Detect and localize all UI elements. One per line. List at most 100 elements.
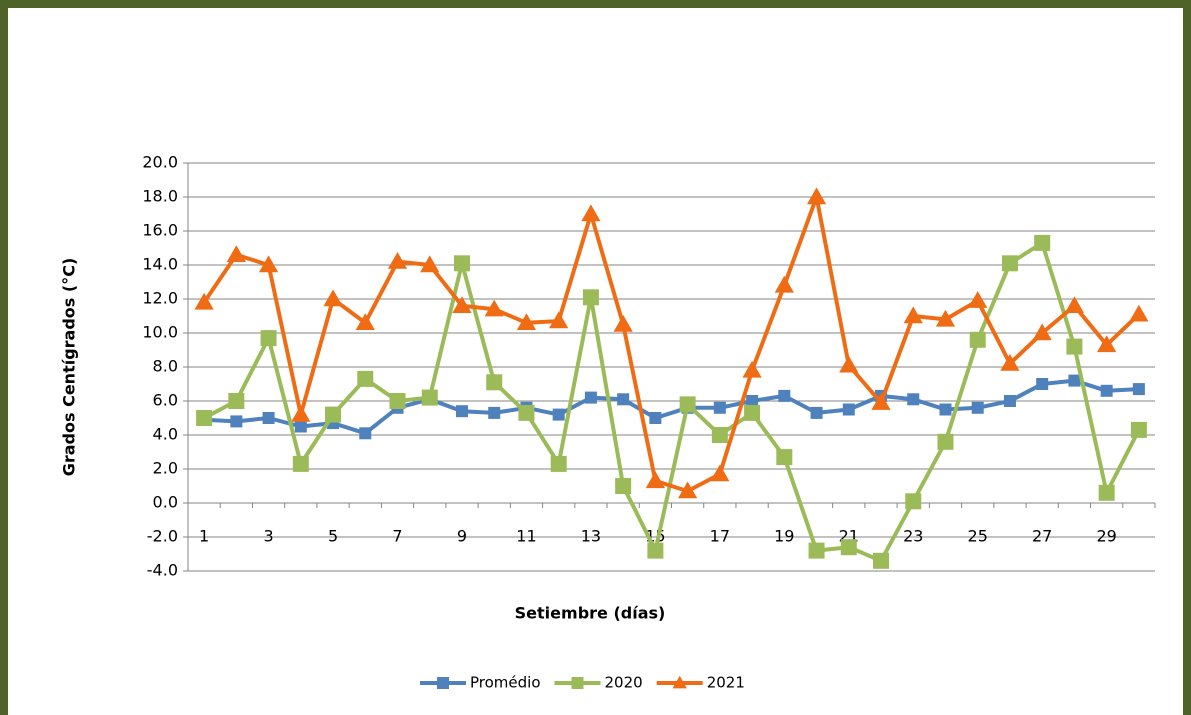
y-tick-label: -2.0 [147, 527, 178, 546]
marker [613, 314, 633, 332]
marker [935, 309, 956, 327]
marker [230, 415, 243, 428]
marker [840, 539, 857, 556]
marker [437, 677, 449, 689]
y-tick-label: 0.0 [153, 493, 178, 512]
marker [1036, 378, 1049, 390]
y-tick-label: 10.0 [142, 323, 178, 342]
marker [549, 311, 569, 329]
x-tick-label: 9 [457, 527, 467, 546]
y-tick-label: 6.0 [153, 391, 178, 410]
x-axis-title: Setiembre (días) [515, 604, 666, 623]
marker [196, 410, 213, 426]
y-tick-label: 2.0 [153, 459, 178, 478]
marker [488, 406, 501, 419]
marker [1000, 354, 1020, 371]
marker [452, 296, 472, 313]
marker [711, 427, 728, 443]
marker [939, 403, 952, 416]
marker [808, 542, 825, 559]
marker [292, 455, 309, 472]
marker [842, 403, 855, 416]
marker [262, 412, 275, 424]
marker [582, 289, 599, 306]
marker [615, 478, 632, 494]
marker [194, 292, 214, 310]
x-tick-label: 17 [710, 527, 730, 546]
marker [746, 395, 759, 407]
marker [484, 299, 504, 317]
x-tick-label: 7 [392, 527, 402, 546]
marker [617, 393, 630, 406]
marker [742, 360, 762, 378]
x-tick-label: 5 [328, 527, 338, 546]
marker [325, 406, 342, 423]
x-tick-label: 13 [581, 527, 601, 546]
marker [455, 405, 468, 418]
marker [323, 289, 343, 307]
marker [810, 406, 823, 419]
marker [518, 404, 535, 421]
marker [971, 401, 984, 414]
marker [839, 355, 859, 373]
series [196, 234, 1147, 569]
marker [1132, 383, 1145, 396]
marker [291, 405, 311, 422]
marker [1064, 296, 1085, 313]
marker [389, 393, 406, 409]
x-tick-label: 27 [1032, 527, 1052, 546]
marker [806, 187, 827, 205]
x-tick-label: 23 [903, 527, 923, 546]
marker [649, 412, 662, 424]
y-tick-label: 8.0 [153, 357, 178, 376]
marker [420, 255, 440, 273]
marker [1003, 395, 1016, 407]
marker [713, 401, 726, 414]
y-tick-label: 16.0 [142, 221, 178, 240]
y-tick-label: 4.0 [153, 425, 178, 444]
marker [1034, 234, 1051, 251]
marker [744, 404, 761, 421]
marker [581, 204, 601, 222]
x-tick-label: 3 [263, 527, 273, 546]
marker [679, 396, 696, 413]
marker [516, 313, 537, 330]
x-tick-label: 29 [1096, 527, 1116, 546]
marker [228, 393, 245, 409]
marker [1129, 304, 1149, 322]
x-tick-label: 1 [199, 527, 209, 546]
marker [1100, 384, 1113, 397]
marker [571, 677, 584, 689]
marker [873, 552, 890, 569]
marker [672, 675, 687, 689]
x-tick-label: 25 [968, 527, 988, 546]
marker [486, 374, 503, 391]
y-tick-label: -4.0 [147, 561, 178, 580]
marker [453, 255, 470, 272]
marker [1068, 374, 1081, 387]
y-axis-title: Grados Centígrados (°C) [60, 258, 79, 477]
marker [357, 370, 374, 387]
y-tick-label: 20.0 [142, 153, 178, 172]
legend-label: Promédio [470, 674, 541, 692]
y-tick-label: 12.0 [142, 289, 178, 308]
marker [552, 408, 565, 421]
marker [969, 331, 986, 348]
marker [260, 330, 277, 347]
y-tick-label: 14.0 [142, 255, 178, 274]
marker [550, 455, 567, 472]
marker [359, 427, 372, 440]
legend-label: 2021 [707, 674, 745, 692]
marker [1130, 421, 1147, 438]
series-line [202, 195, 1141, 494]
marker [645, 471, 665, 489]
marker [584, 391, 597, 404]
marker [905, 493, 922, 510]
marker [421, 389, 438, 406]
marker [710, 464, 730, 482]
marker [1032, 323, 1052, 341]
marker [1098, 484, 1115, 501]
marker [678, 481, 698, 499]
